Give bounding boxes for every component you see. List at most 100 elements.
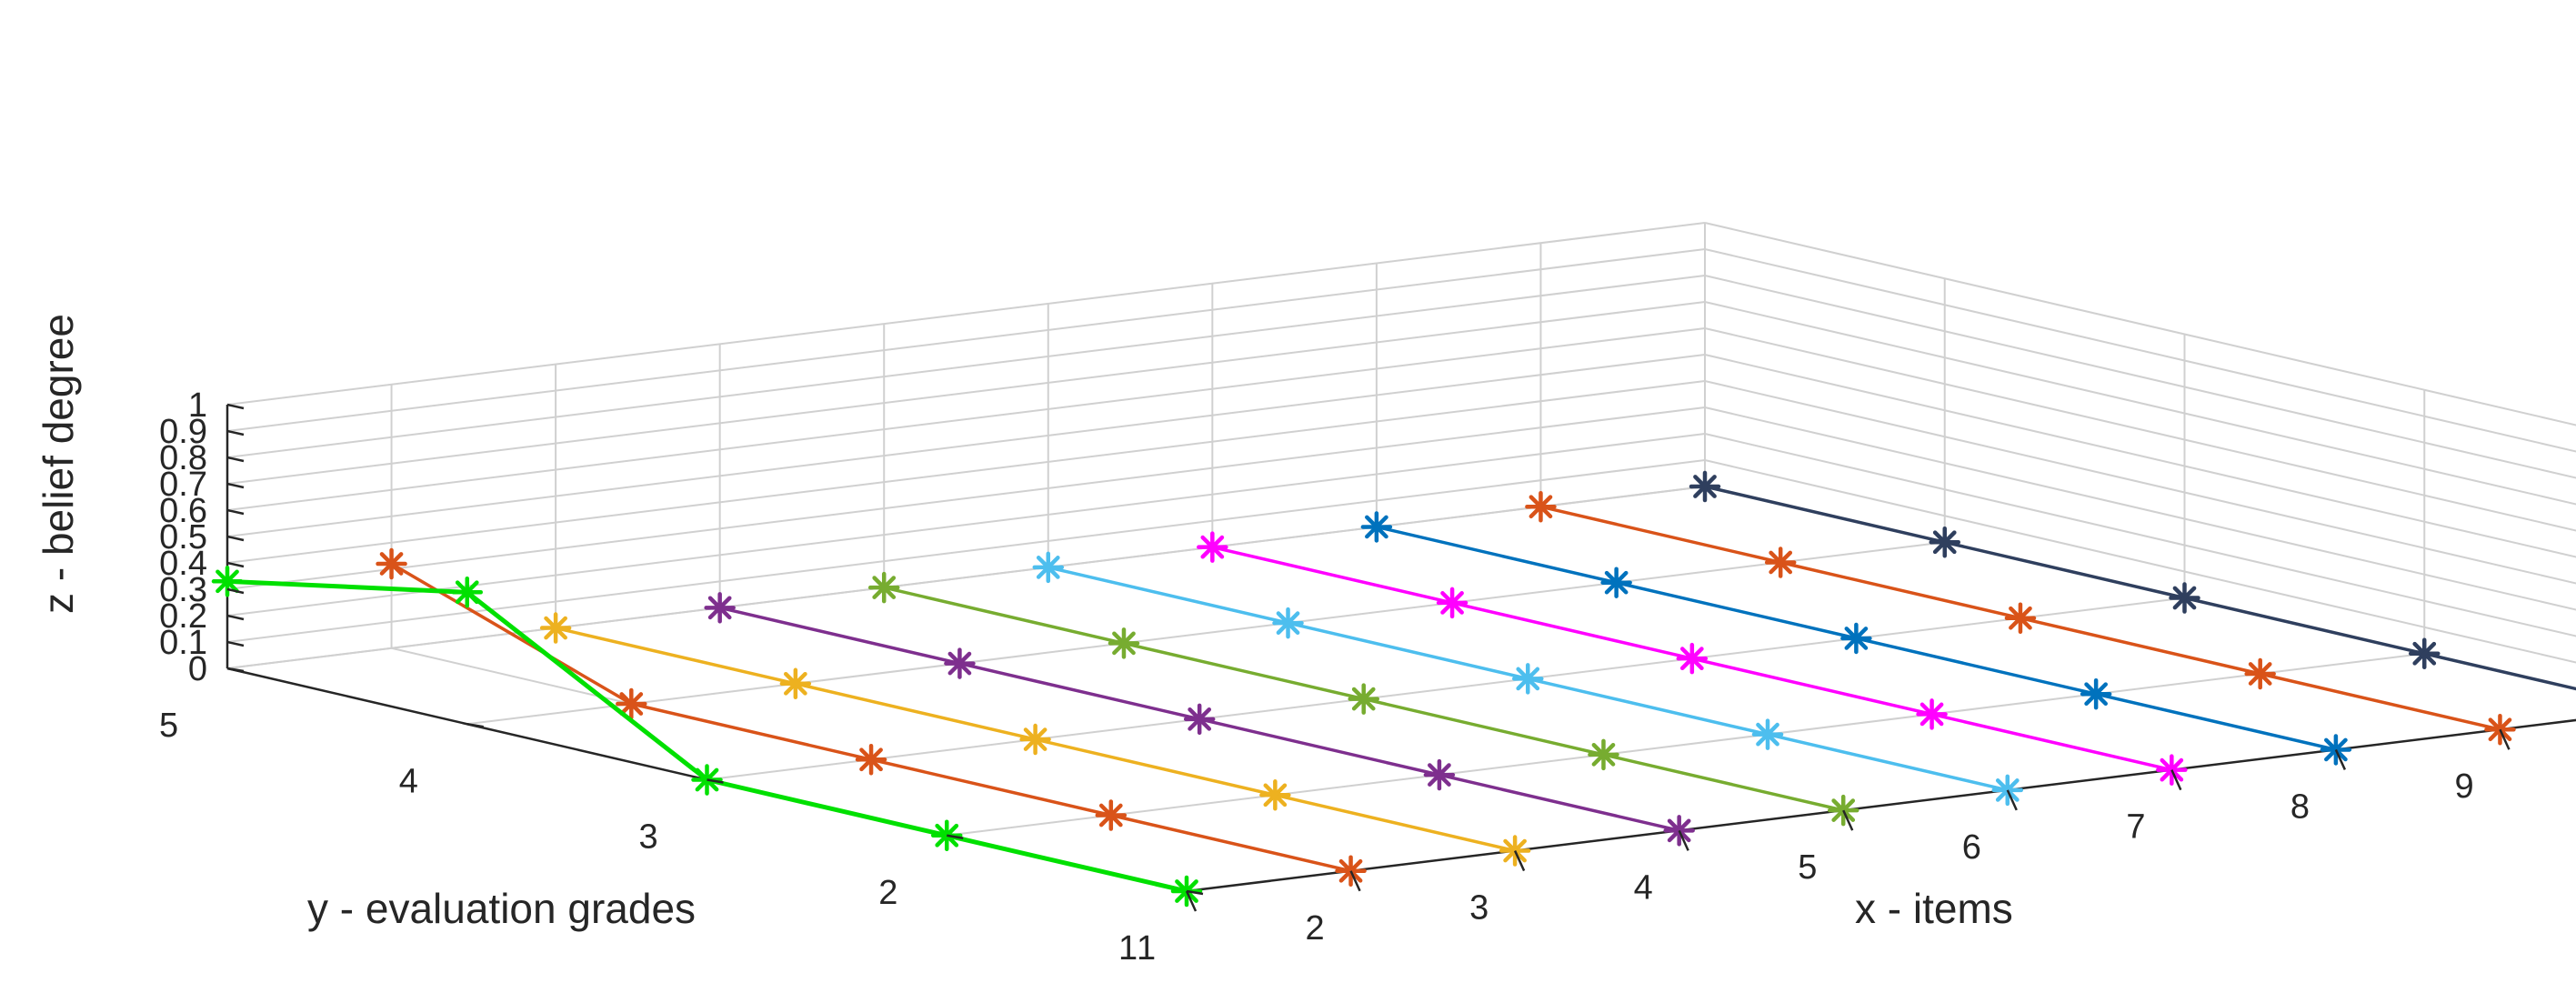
data-point bbox=[1019, 723, 1051, 756]
x-tick-mark bbox=[1678, 829, 1689, 851]
x-tick-label: 8 bbox=[2290, 787, 2310, 826]
z-tick-mark bbox=[226, 561, 245, 568]
data-point bbox=[1676, 642, 1709, 675]
marker-stroke bbox=[1036, 556, 1060, 579]
x-tick-mark bbox=[2499, 728, 2511, 750]
series-item-8 bbox=[1360, 511, 2352, 766]
x-tick-label: 5 bbox=[1798, 848, 1817, 887]
grid-line bbox=[1704, 406, 2576, 611]
z-tick-mark bbox=[226, 482, 245, 489]
series-line bbox=[1704, 485, 2576, 691]
series-item-5 bbox=[867, 571, 1859, 827]
data-point bbox=[1764, 547, 1797, 578]
data-point bbox=[1588, 738, 1619, 771]
z-tick-label: 0.9 bbox=[159, 413, 207, 451]
grid-line bbox=[1704, 486, 2576, 690]
grid-line bbox=[1704, 433, 2576, 637]
marker-stroke bbox=[947, 651, 972, 676]
marker-stroke bbox=[1844, 627, 1869, 650]
marker-stroke bbox=[619, 692, 644, 716]
z-tick-label: 0.4 bbox=[159, 545, 207, 583]
marker-stroke bbox=[2248, 662, 2272, 686]
z-tick-label: 0.6 bbox=[159, 492, 207, 530]
grid-line bbox=[226, 380, 1706, 564]
marker-stroke bbox=[216, 569, 239, 594]
data-point bbox=[1095, 799, 1128, 831]
x-tick-label: 2 bbox=[1306, 909, 1325, 948]
grid-line bbox=[1704, 459, 2576, 664]
chart-ticks: 123456789101234500.10.20.30.40.50.60.70.… bbox=[159, 386, 2511, 968]
z-tick-label: 0.2 bbox=[159, 597, 207, 636]
x-axis-label: x - items bbox=[1855, 885, 2013, 932]
marker-stroke bbox=[859, 747, 883, 772]
data-point bbox=[451, 577, 483, 608]
data-point bbox=[1525, 490, 1557, 523]
data-point bbox=[1348, 683, 1379, 715]
data-point bbox=[1512, 663, 1544, 695]
z-tick-label: 0.7 bbox=[159, 466, 207, 504]
marker-stroke bbox=[379, 552, 404, 576]
data-point bbox=[616, 687, 647, 720]
z-tick-mark bbox=[226, 456, 245, 463]
marker-stroke bbox=[1023, 727, 1047, 751]
x-tick-label: 7 bbox=[2126, 808, 2145, 847]
z-axis-label: z - belief degree bbox=[35, 314, 82, 614]
marker-stroke bbox=[2009, 606, 2032, 630]
series-item-1 bbox=[211, 566, 1203, 908]
data-point bbox=[2080, 677, 2112, 710]
grid-line bbox=[226, 275, 1706, 458]
grid-line bbox=[1704, 380, 2576, 585]
data-point bbox=[1272, 607, 1304, 639]
x-tick-label: 9 bbox=[2454, 767, 2473, 806]
series-item-3 bbox=[539, 612, 1531, 867]
grid-line bbox=[226, 327, 1706, 511]
z-tick-mark bbox=[226, 429, 245, 436]
x-axis-line bbox=[1186, 718, 2576, 893]
grid-line bbox=[226, 406, 1706, 590]
marker-stroke bbox=[1516, 667, 1540, 691]
data-point bbox=[1259, 779, 1291, 811]
x-tick-label: 3 bbox=[1469, 889, 1488, 928]
data-point bbox=[704, 592, 736, 624]
z-tick-label: 0.8 bbox=[159, 439, 207, 477]
z-tick-mark bbox=[226, 640, 245, 647]
marker-stroke bbox=[1188, 707, 1212, 731]
data-point bbox=[779, 667, 812, 700]
marker-stroke bbox=[1919, 702, 1944, 727]
data-point bbox=[211, 566, 244, 597]
grid-line bbox=[226, 354, 1706, 537]
marker-stroke bbox=[1693, 475, 1717, 498]
data-point bbox=[1600, 567, 1632, 598]
marker-stroke bbox=[872, 576, 897, 599]
marker-stroke bbox=[2412, 641, 2437, 666]
y-tick-label: 3 bbox=[639, 818, 658, 857]
marker-stroke bbox=[2084, 682, 2108, 707]
series-item-10 bbox=[1689, 470, 2576, 691]
data-point bbox=[1183, 703, 1216, 736]
marker-stroke bbox=[1769, 550, 1793, 575]
series-item-4 bbox=[704, 592, 1695, 847]
grid-line bbox=[226, 301, 1706, 485]
marker-stroke bbox=[1428, 763, 1451, 787]
y-tick-mark bbox=[466, 723, 484, 728]
series-item-7 bbox=[1197, 531, 2188, 786]
marker-stroke bbox=[1604, 570, 1629, 595]
data-point bbox=[1751, 718, 1784, 750]
x-tick-label: 6 bbox=[1962, 828, 1981, 867]
y-tick-label: 1 bbox=[1118, 929, 1138, 968]
data-point bbox=[1423, 758, 1456, 791]
data-point bbox=[539, 612, 572, 644]
grid-line bbox=[226, 222, 1706, 406]
data-point bbox=[1360, 511, 1393, 543]
data-point bbox=[2169, 582, 2200, 614]
data-point bbox=[1929, 527, 1960, 558]
z-tick-mark bbox=[226, 535, 245, 542]
data-point bbox=[1197, 531, 1228, 563]
grid-line bbox=[947, 652, 2425, 837]
z-tick-mark bbox=[226, 614, 245, 621]
series-line bbox=[226, 578, 1188, 894]
marker-stroke bbox=[455, 580, 479, 605]
data-point bbox=[1108, 627, 1140, 659]
grid-line bbox=[226, 486, 1706, 669]
